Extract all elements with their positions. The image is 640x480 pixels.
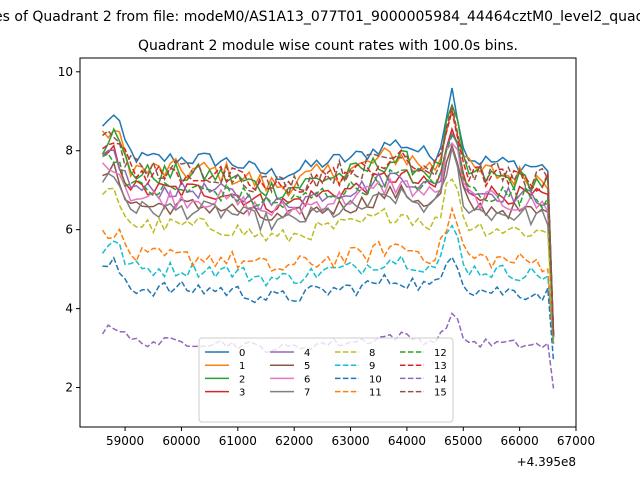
legend-label-15: 15 [434, 388, 447, 399]
y-tick-label: 6 [65, 223, 73, 237]
chart-title: Quadrant 2 module wise count rates with … [138, 38, 518, 54]
legend-label-4: 4 [304, 348, 310, 359]
series-line-13 [102, 111, 555, 335]
legend-label-5: 5 [304, 361, 310, 372]
series-line-11 [101, 205, 555, 343]
x-tick-label: 63000 [331, 434, 369, 448]
x-tick-label: 67000 [557, 434, 595, 448]
legend-label-3: 3 [239, 388, 245, 399]
series-line-12 [102, 134, 555, 337]
legend-label-14: 14 [434, 374, 447, 385]
series-line-15 [102, 105, 555, 335]
legend-label-9: 9 [369, 361, 375, 372]
x-tick-label: 66000 [501, 434, 539, 448]
legend-label-10: 10 [369, 374, 382, 385]
legend-label-2: 2 [239, 374, 245, 385]
legend-label-6: 6 [304, 374, 310, 385]
series-line-9 [101, 224, 555, 345]
legend-label-12: 12 [434, 348, 447, 359]
legend-frame [198, 337, 454, 423]
y-tick-label: 4 [65, 302, 73, 316]
figure-suptitle: Light curves of Quadrant 2 from file: mo… [0, 9, 640, 25]
legend-label-13: 13 [434, 361, 447, 372]
x-tick-label: 59000 [106, 434, 144, 448]
x-tick-label: 64000 [388, 434, 426, 448]
y-tick-label: 2 [65, 381, 73, 395]
x-tick-label: 60000 [162, 434, 200, 448]
x-tick-label: 65000 [444, 434, 482, 448]
series-line-7 [101, 147, 555, 339]
legend-label-8: 8 [369, 348, 375, 359]
legend-label-7: 7 [304, 388, 310, 399]
legend-label-0: 0 [239, 348, 245, 359]
axes-frame [79, 57, 577, 428]
y-tick-label: 10 [58, 65, 73, 79]
x-tick-label: 62000 [275, 434, 313, 448]
y-tick-label: 8 [65, 144, 73, 158]
legend-label-11: 11 [369, 388, 382, 399]
x-tick-label: 61000 [219, 434, 257, 448]
x-offset-label: +4.395e8 [517, 455, 576, 469]
legend-label-1: 1 [239, 361, 245, 372]
series-line-6 [101, 142, 555, 338]
series-lines [101, 87, 555, 389]
plot-area: 59000 60000 61000 62000 63000 64000 65000 66000… [58, 57, 595, 469]
y-axis: 2 4 6 8 10 [58, 65, 80, 395]
series-line-10 [102, 255, 555, 362]
x-axis: 59000 60000 61000 62000 63000 64000 65000 66000… [106, 427, 595, 448]
series-line-8 [101, 178, 555, 340]
